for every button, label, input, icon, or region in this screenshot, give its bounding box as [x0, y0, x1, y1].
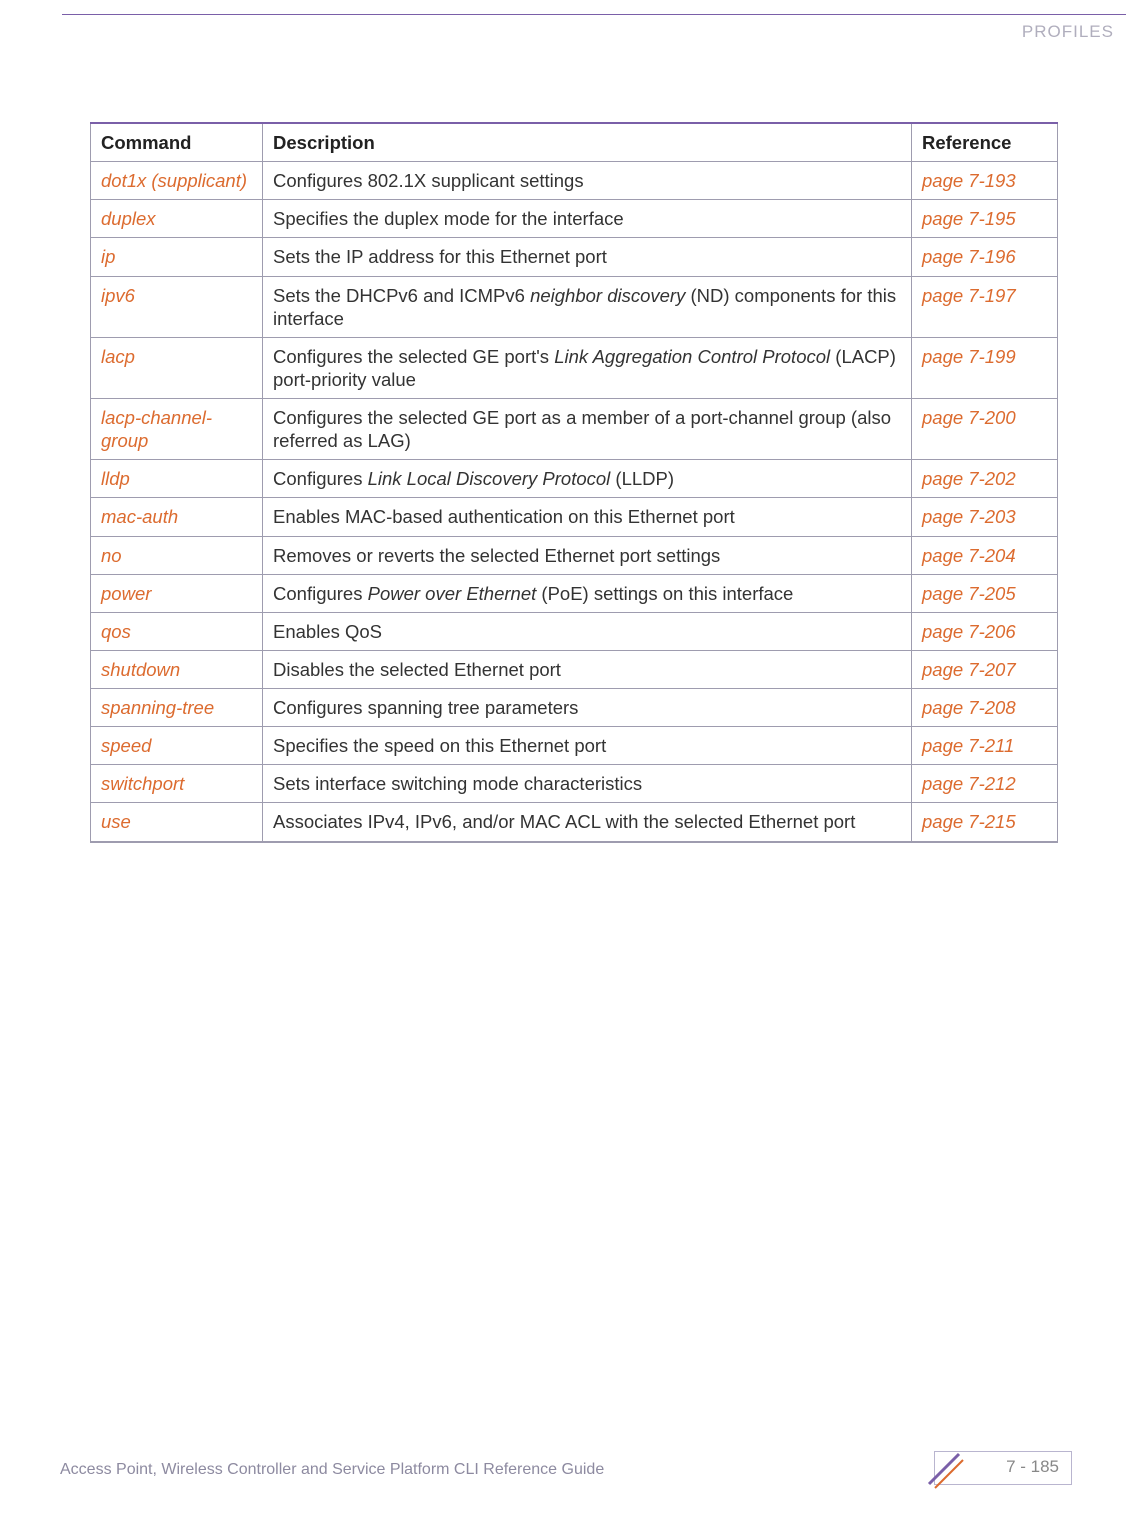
reference-cell[interactable]: page 7-193: [912, 162, 1058, 200]
reference-cell[interactable]: page 7-205: [912, 574, 1058, 612]
command-cell[interactable]: ip: [91, 238, 263, 276]
reference-cell[interactable]: page 7-195: [912, 200, 1058, 238]
reference-cell[interactable]: page 7-202: [912, 460, 1058, 498]
table-row: noRemoves or reverts the selected Ethern…: [91, 536, 1058, 574]
reference-cell[interactable]: page 7-199: [912, 337, 1058, 398]
table-row: mac-authEnables MAC-based authentication…: [91, 498, 1058, 536]
command-cell[interactable]: power: [91, 574, 263, 612]
description-cell: Disables the selected Ethernet port: [263, 650, 912, 688]
table-row: useAssociates IPv4, IPv6, and/or MAC ACL…: [91, 803, 1058, 842]
description-cell: Specifies the speed on this Ethernet por…: [263, 727, 912, 765]
reference-cell[interactable]: page 7-197: [912, 276, 1058, 337]
description-cell: Enables MAC-based authentication on this…: [263, 498, 912, 536]
table-row: dot1x (supplicant)Configures 802.1X supp…: [91, 162, 1058, 200]
table-row: speedSpecifies the speed on this Etherne…: [91, 727, 1058, 765]
page-footer: Access Point, Wireless Controller and Se…: [60, 1445, 1072, 1485]
command-cell[interactable]: duplex: [91, 200, 263, 238]
table-row: spanning-treeConfigures spanning tree pa…: [91, 689, 1058, 727]
th-command: Command: [91, 123, 263, 162]
table-row: powerConfigures Power over Ethernet (PoE…: [91, 574, 1058, 612]
reference-cell[interactable]: page 7-196: [912, 238, 1058, 276]
description-cell: Sets the DHCPv6 and ICMPv6 neighbor disc…: [263, 276, 912, 337]
th-description: Description: [263, 123, 912, 162]
command-cell[interactable]: use: [91, 803, 263, 842]
command-cell[interactable]: speed: [91, 727, 263, 765]
th-reference: Reference: [912, 123, 1058, 162]
command-cell[interactable]: lacp-channel-group: [91, 399, 263, 460]
commands-table-wrap: Command Description Reference dot1x (sup…: [90, 122, 1058, 843]
table-row: ipv6Sets the DHCPv6 and ICMPv6 neighbor …: [91, 276, 1058, 337]
command-cell[interactable]: ipv6: [91, 276, 263, 337]
table-row: qosEnables QoSpage 7-206: [91, 612, 1058, 650]
reference-cell[interactable]: page 7-200: [912, 399, 1058, 460]
page-slash-icon: [923, 1448, 965, 1490]
table-header-row: Command Description Reference: [91, 123, 1058, 162]
table-row: shutdownDisables the selected Ethernet p…: [91, 650, 1058, 688]
description-cell: Associates IPv4, IPv6, and/or MAC ACL wi…: [263, 803, 912, 842]
table-row: lldpConfigures Link Local Discovery Prot…: [91, 460, 1058, 498]
command-cell[interactable]: spanning-tree: [91, 689, 263, 727]
command-cell[interactable]: no: [91, 536, 263, 574]
table-row: duplexSpecifies the duplex mode for the …: [91, 200, 1058, 238]
description-cell: Sets the IP address for this Ethernet po…: [263, 238, 912, 276]
description-cell: Enables QoS: [263, 612, 912, 650]
command-cell[interactable]: qos: [91, 612, 263, 650]
command-cell[interactable]: switchport: [91, 765, 263, 803]
reference-cell[interactable]: page 7-212: [912, 765, 1058, 803]
table-row: switchportSets interface switching mode …: [91, 765, 1058, 803]
table-row: lacp-channel-groupConfigures the selecte…: [91, 399, 1058, 460]
command-cell[interactable]: mac-auth: [91, 498, 263, 536]
reference-cell[interactable]: page 7-203: [912, 498, 1058, 536]
reference-cell[interactable]: page 7-207: [912, 650, 1058, 688]
reference-cell[interactable]: page 7-215: [912, 803, 1058, 842]
description-cell: Sets interface switching mode characteri…: [263, 765, 912, 803]
command-cell[interactable]: dot1x (supplicant): [91, 162, 263, 200]
page-number: 7 - 185: [1006, 1457, 1059, 1476]
top-rule: [62, 14, 1126, 15]
reference-cell[interactable]: page 7-208: [912, 689, 1058, 727]
page-number-box: 7 - 185: [934, 1451, 1072, 1485]
reference-cell[interactable]: page 7-206: [912, 612, 1058, 650]
footer-guide-title: Access Point, Wireless Controller and Se…: [60, 1461, 604, 1479]
command-cell[interactable]: lacp: [91, 337, 263, 398]
table-row: lacpConfigures the selected GE port's Li…: [91, 337, 1058, 398]
commands-table: Command Description Reference dot1x (sup…: [90, 122, 1058, 843]
reference-cell[interactable]: page 7-211: [912, 727, 1058, 765]
description-cell: Configures spanning tree parameters: [263, 689, 912, 727]
description-cell: Configures the selected GE port as a mem…: [263, 399, 912, 460]
command-cell[interactable]: shutdown: [91, 650, 263, 688]
table-row: ipSets the IP address for this Ethernet …: [91, 238, 1058, 276]
description-cell: Specifies the duplex mode for the interf…: [263, 200, 912, 238]
description-cell: Configures Power over Ethernet (PoE) set…: [263, 574, 912, 612]
section-header: PROFILES: [1022, 22, 1114, 42]
description-cell: Configures the selected GE port's Link A…: [263, 337, 912, 398]
reference-cell[interactable]: page 7-204: [912, 536, 1058, 574]
command-cell[interactable]: lldp: [91, 460, 263, 498]
description-cell: Removes or reverts the selected Ethernet…: [263, 536, 912, 574]
description-cell: Configures 802.1X supplicant settings: [263, 162, 912, 200]
description-cell: Configures Link Local Discovery Protocol…: [263, 460, 912, 498]
